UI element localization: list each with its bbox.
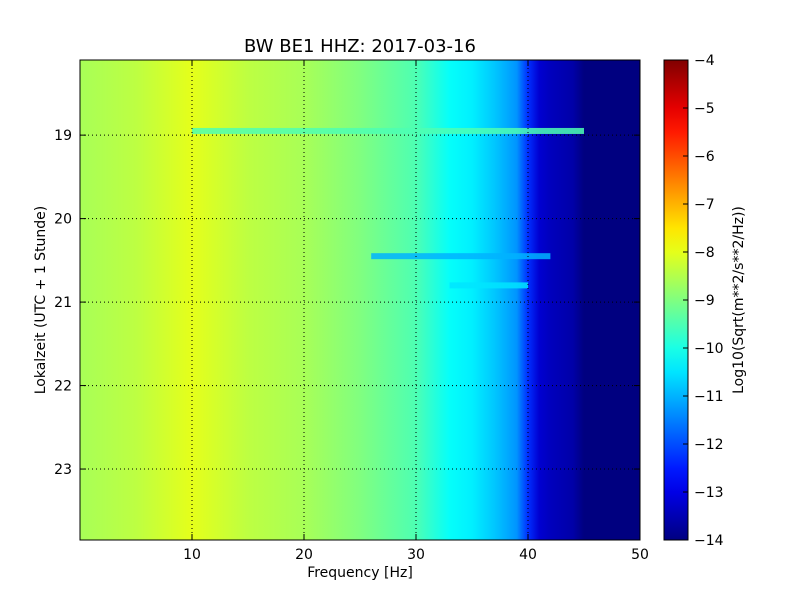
spectrogram-features bbox=[192, 127, 584, 289]
y-tick-label-4: 23 bbox=[54, 462, 72, 478]
y-tick-label-0: 19 bbox=[54, 128, 72, 144]
colorbar-tick-label-10: −14 bbox=[694, 533, 724, 549]
spectrogram-plot-area bbox=[80, 60, 640, 540]
colorbar-tick-label-6: −10 bbox=[694, 341, 724, 357]
y-axis-label: Lokalzeit (UTC + 1 Stunde) bbox=[33, 206, 49, 395]
x-tick-label-4: 50 bbox=[631, 547, 649, 563]
y-tick-label-1: 20 bbox=[54, 212, 72, 228]
spectral-band-1 bbox=[371, 253, 551, 260]
colorbar-tick-label-0: −4 bbox=[694, 53, 715, 69]
colorbar-label: Log10(Sqrt(m**2/s**2/Hz)) bbox=[731, 206, 747, 394]
y-tick-label-3: 22 bbox=[54, 379, 72, 395]
colorbar-tick-label-2: −6 bbox=[694, 149, 715, 165]
colorbar-tick-label-5: −9 bbox=[694, 293, 715, 309]
colorbar-tick-label-8: −12 bbox=[694, 437, 724, 453]
x-tick-label-2: 30 bbox=[407, 547, 425, 563]
plot-frame bbox=[79, 59, 641, 541]
x-tick-label-0: 10 bbox=[183, 547, 201, 563]
spectral-band-0 bbox=[192, 127, 584, 134]
x-axis-ticks: 10 20 30 40 50 bbox=[183, 60, 649, 563]
spectral-band-2 bbox=[449, 282, 528, 289]
grid-lines bbox=[80, 60, 640, 540]
y-axis-ticks: 19 20 21 22 23 bbox=[54, 128, 640, 478]
colorbar-tick-label-4: −8 bbox=[694, 245, 715, 261]
colorbar-tick-label-3: −7 bbox=[694, 197, 715, 213]
chart-title: BW BE1 HHZ: 2017-03-16 bbox=[244, 36, 476, 57]
spectrogram-image bbox=[80, 60, 640, 540]
colorbar-ticks: −4 −5 −6 −7 −8 −9 −10 −11 −12 −13 −14 bbox=[683, 53, 724, 549]
x-tick-label-1: 20 bbox=[295, 547, 313, 563]
colorbar-tick-label-7: −11 bbox=[694, 389, 724, 405]
colorbar-tick-label-9: −13 bbox=[694, 485, 724, 501]
x-tick-label-3: 40 bbox=[519, 547, 537, 563]
colorbar-tick-label-1: −5 bbox=[694, 101, 715, 117]
x-axis-label: Frequency [Hz] bbox=[307, 565, 413, 581]
y-tick-label-2: 21 bbox=[54, 295, 72, 311]
